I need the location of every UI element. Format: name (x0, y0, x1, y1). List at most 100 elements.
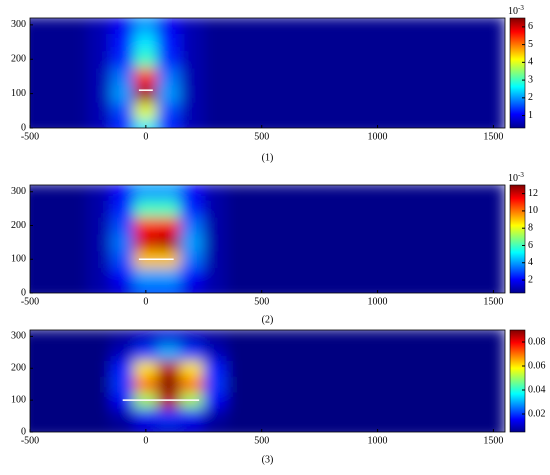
heat-cell (110, 67, 135, 86)
heat-cell (30, 118, 43, 128)
heat-cell (226, 391, 251, 409)
heat-cell (342, 18, 367, 34)
heat-cell (319, 250, 344, 269)
colorbar-tick-label: 5 (528, 39, 533, 50)
heat-cell (388, 118, 413, 128)
heat-cell (388, 359, 413, 377)
heatmap (30, 18, 505, 128)
x-tick-label: 1500 (483, 296, 503, 307)
heat-cell (411, 67, 436, 86)
heat-cell (133, 423, 158, 432)
heat-cell (133, 84, 158, 103)
heat-cell (388, 216, 413, 235)
heat-cell (411, 407, 436, 425)
heat-cell (295, 233, 321, 252)
heat-cell (110, 423, 135, 432)
x-tick-label: 1000 (368, 435, 388, 446)
heat-cell (226, 216, 251, 235)
heat-cell (481, 375, 505, 393)
heat-cell (249, 250, 274, 269)
heat-cells (30, 330, 505, 432)
heat-cell (226, 330, 251, 345)
heat-cell (41, 18, 66, 34)
heat-cell (388, 423, 413, 432)
heat-cell (388, 84, 413, 103)
heat-cell (133, 67, 158, 86)
heat-cell (203, 50, 228, 69)
heat-cell (249, 233, 274, 252)
heat-cell (458, 407, 483, 425)
heat-cell (87, 284, 112, 293)
heat-cell (342, 423, 367, 432)
heat-cell (272, 18, 297, 34)
heat-cell (434, 391, 460, 409)
heat-cell (481, 32, 505, 52)
heat-cell (156, 216, 182, 235)
heat-cell (411, 250, 436, 269)
heat-cell (434, 330, 460, 345)
heat-cell (226, 199, 251, 218)
heat-cell (110, 233, 135, 252)
heat-cell (30, 185, 43, 201)
heat-cell (342, 330, 367, 345)
heat-cell (156, 199, 182, 218)
heat-cell (64, 84, 89, 103)
colorbar-tick-label: 6 (528, 240, 533, 251)
heat-cell (64, 233, 89, 252)
heat-cell (110, 343, 135, 361)
heat-cell (64, 32, 89, 52)
heat-cell (295, 32, 321, 52)
heat-cell (319, 199, 344, 218)
heat-cell (295, 67, 321, 86)
x-tick-label: 1000 (368, 131, 388, 142)
heat-cell (272, 199, 297, 218)
heat-cell (156, 330, 182, 345)
heat-cell (64, 375, 89, 393)
heat-cell (203, 391, 228, 409)
heat-cell (249, 67, 274, 86)
heat-cell (434, 101, 460, 120)
heat-cell (411, 330, 436, 345)
heat-cell (133, 216, 158, 235)
y-tick-label: 300 (11, 186, 26, 197)
heat-cell (226, 101, 251, 120)
heat-cell (156, 359, 182, 377)
heat-cell (156, 118, 182, 128)
heat-cell (411, 233, 436, 252)
heat-cell (226, 267, 251, 286)
heat-cell (64, 101, 89, 120)
heat-cell (365, 32, 390, 52)
heat-cell (458, 18, 483, 34)
colorbar-tick-label: 0.08 (528, 336, 546, 347)
heat-cell (41, 330, 66, 345)
heat-cell (365, 84, 390, 103)
heat-cell (342, 185, 367, 201)
heat-cell (272, 423, 297, 432)
heat-cell (64, 118, 89, 128)
heat-cell (87, 423, 112, 432)
heat-cell (365, 216, 390, 235)
heat-cell (481, 359, 505, 377)
heat-cell (64, 199, 89, 218)
heat-cell (87, 250, 112, 269)
heat-cell (249, 101, 274, 120)
colorbar-tick-label: 12 (528, 188, 538, 199)
heat-cell (411, 267, 436, 286)
heat-cell (64, 423, 89, 432)
heat-cell (180, 375, 205, 393)
heat-cell (295, 216, 321, 235)
heat-cell (365, 233, 390, 252)
heat-cell (41, 216, 66, 235)
heat-cell (226, 284, 251, 293)
heat-cell (434, 423, 460, 432)
heat-cell (249, 32, 274, 52)
heat-cell (411, 216, 436, 235)
heat-cell (110, 199, 135, 218)
heat-cell (272, 50, 297, 69)
heat-cell (295, 343, 321, 361)
heat-cell (249, 359, 274, 377)
heat-cell (110, 50, 135, 69)
heat-cell (365, 359, 390, 377)
x-tick-label: 1500 (483, 131, 503, 142)
heat-cell (272, 185, 297, 201)
